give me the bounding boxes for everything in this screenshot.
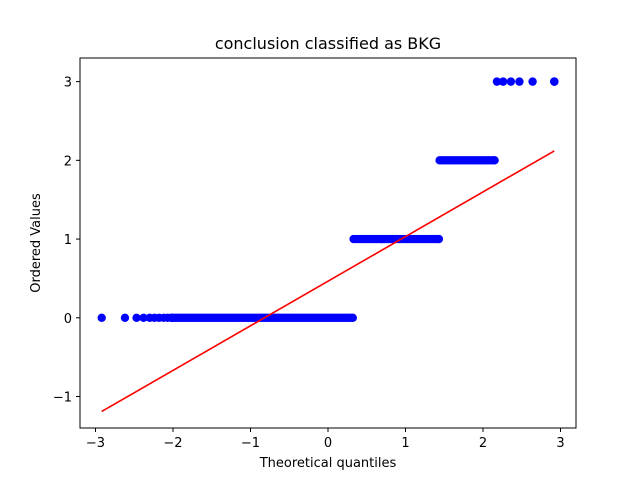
- data-points: [97, 77, 559, 322]
- y-tick-label: 1: [64, 233, 72, 248]
- y-tick-label: 2: [64, 154, 72, 169]
- data-point: [515, 77, 524, 86]
- data-point: [132, 313, 141, 322]
- data-point: [550, 77, 559, 86]
- data-point: [120, 313, 130, 322]
- x-tick-label: −1: [241, 436, 260, 451]
- x-tick-label: 2: [479, 436, 487, 451]
- y-axis-label: Ordered Values: [29, 193, 44, 293]
- data-point: [348, 313, 357, 322]
- y-tick-label: 3: [64, 76, 72, 91]
- x-axis-label: Theoretical quantiles: [259, 456, 397, 471]
- x-tick-label: 0: [324, 436, 332, 451]
- x-axis: −3 −2 −1 0 1 2 3: [86, 428, 565, 451]
- data-point: [434, 234, 444, 244]
- x-tick-label: −2: [163, 436, 182, 451]
- x-tick-label: 3: [556, 436, 564, 451]
- data-point: [528, 77, 537, 86]
- fit-line-group: [101, 150, 555, 413]
- y-axis: −1 0 1 2 3: [53, 76, 80, 406]
- x-tick-label: −3: [86, 436, 105, 451]
- data-point: [139, 313, 148, 322]
- data-point: [506, 77, 516, 86]
- data-point: [492, 77, 502, 86]
- x-tick-label: 1: [401, 436, 409, 451]
- data-point: [498, 77, 508, 86]
- data-point: [97, 313, 106, 322]
- data-point: [490, 156, 499, 165]
- fit-line: [101, 150, 555, 413]
- chart-title: conclusion classified as BKG: [215, 34, 441, 53]
- y-tick-label: −1: [53, 391, 72, 406]
- y-tick-label: 0: [64, 312, 72, 327]
